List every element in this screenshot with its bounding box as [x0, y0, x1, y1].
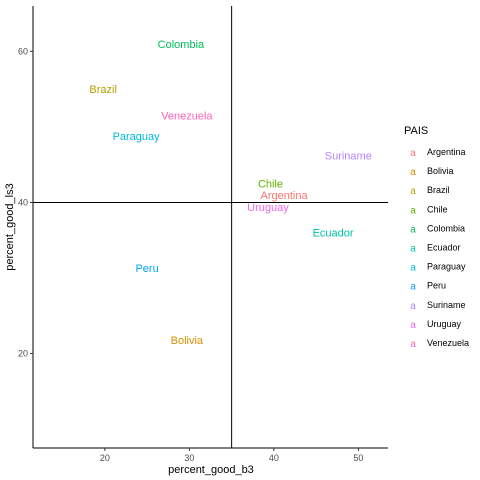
- legend-label-colombia: Colombia: [427, 223, 465, 233]
- point-label-brazil: Brazil: [89, 84, 117, 96]
- y-axis-title: percent_good_ls3: [4, 183, 16, 270]
- point-label-ecuador: Ecuador: [313, 228, 354, 240]
- legend-label-bolivia: Bolivia: [427, 166, 454, 176]
- point-label-argentina: Argentina: [260, 190, 308, 202]
- x-axis-title: percent_good_b3: [168, 464, 254, 476]
- point-label-suriname: Suriname: [325, 151, 372, 163]
- x-tick-label: 40: [269, 453, 279, 463]
- point-label-colombia: Colombia: [158, 39, 205, 51]
- legend-label-argentina: Argentina: [427, 147, 466, 157]
- legend-key-argentina: a: [410, 148, 416, 159]
- plot-area: Argentina Bolivia Brazil Chile Colombia Ecuad…: [32, 6, 388, 449]
- legend-key-chile: a: [410, 205, 416, 216]
- legend-label-paraguay: Paraguay: [427, 262, 466, 272]
- legend-label-ecuador: Ecuador: [427, 243, 461, 253]
- legend-label-chile: Chile: [427, 204, 448, 214]
- point-label-chile: Chile: [258, 179, 283, 191]
- legend-key-brazil: a: [410, 186, 416, 197]
- legend-key-paraguay: a: [410, 263, 416, 274]
- point-label-uruguay: Uruguay: [247, 202, 289, 214]
- legend-title: PAIS: [404, 125, 428, 137]
- y-tick-label: 40: [18, 197, 28, 207]
- legend-key-peru: a: [410, 282, 416, 293]
- x-tick-label: 30: [184, 453, 194, 463]
- legend-key-colombia: a: [410, 224, 416, 235]
- x-tick-label: 20: [100, 453, 110, 463]
- y-tick-label: 60: [18, 46, 28, 56]
- point-label-venezuela: Venezuela: [161, 111, 213, 123]
- legend-label-suriname: Suriname: [427, 300, 466, 310]
- legend-label-uruguay: Uruguay: [427, 319, 462, 329]
- legend: PAIS a Argentina a Bolivia a Brazil a Chile a Col…: [404, 125, 469, 350]
- x-axis-ticks: 20 30 40 50: [100, 448, 363, 463]
- legend-key-ecuador: a: [410, 244, 416, 255]
- legend-label-peru: Peru: [427, 281, 446, 291]
- x-tick-label: 50: [353, 453, 363, 463]
- legend-key-bolivia: a: [410, 167, 416, 178]
- legend-label-venezuela: Venezuela: [427, 338, 469, 348]
- legend-label-brazil: Brazil: [427, 185, 450, 195]
- y-tick-label: 20: [18, 349, 28, 359]
- legend-key-venezuela: a: [410, 339, 416, 350]
- legend-key-uruguay: a: [410, 320, 416, 331]
- point-label-paraguay: Paraguay: [113, 131, 161, 143]
- legend-key-suriname: a: [410, 301, 416, 312]
- point-label-bolivia: Bolivia: [171, 335, 204, 347]
- y-axis-ticks: 20 40 60: [18, 46, 33, 359]
- point-label-peru: Peru: [135, 263, 158, 275]
